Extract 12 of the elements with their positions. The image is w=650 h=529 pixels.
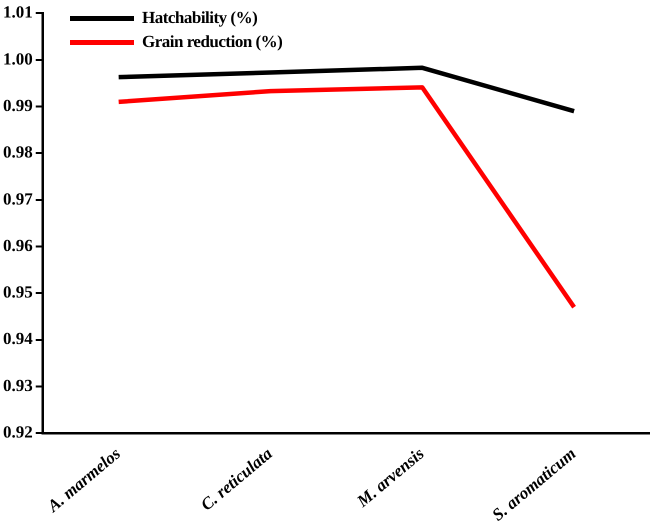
legend-label: Grain reduction (%) [142,32,282,52]
y-tick-label: 1.00 [3,49,33,68]
y-tick-label: 0.92 [3,422,33,442]
y-tick-label: 0.94 [3,329,34,348]
y-tick-label: 0.96 [3,236,33,255]
legend-label: Hatchability (%) [142,8,258,28]
y-tick-label: 0.98 [3,142,33,162]
y-tick-label: 0.97 [3,189,34,208]
y-tick-label: 0.93 [3,376,33,395]
y-tick-label: 1.01 [3,2,33,22]
y-tick-label: 0.95 [3,282,33,302]
y-tick-label: 0.99 [3,96,33,115]
